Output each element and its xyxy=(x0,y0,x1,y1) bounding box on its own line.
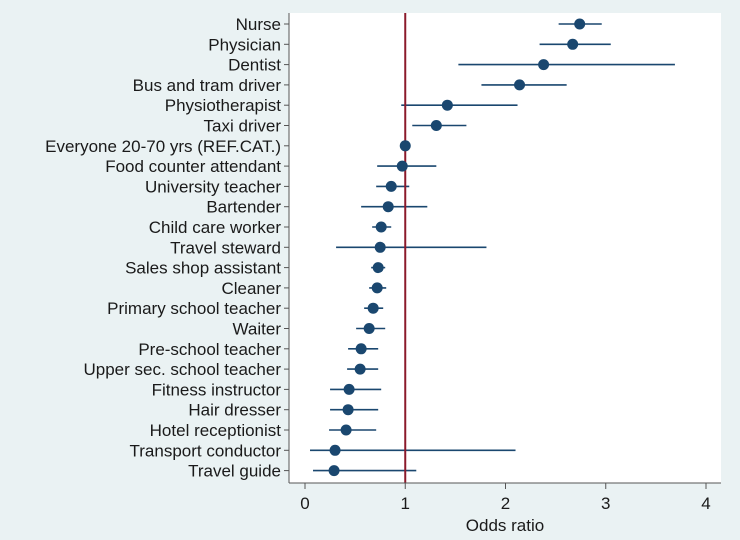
category-label: Primary school teacher xyxy=(107,299,281,318)
category-label: Pre-school teacher xyxy=(138,340,281,359)
point-estimate xyxy=(354,363,366,375)
point-estimate xyxy=(371,282,383,294)
point-estimate xyxy=(396,160,408,172)
category-label: Bus and tram driver xyxy=(133,76,282,95)
point-estimate xyxy=(382,201,394,213)
point-estimate xyxy=(385,180,397,192)
category-label: Bartender xyxy=(206,198,281,217)
x-tick-label: 4 xyxy=(701,494,710,513)
point-estimates xyxy=(328,18,586,477)
category-label: Physiotherapist xyxy=(165,96,282,115)
point-estimate xyxy=(574,18,586,30)
point-estimate xyxy=(441,99,453,111)
point-estimate xyxy=(430,120,442,131)
category-label: Taxi driver xyxy=(204,117,282,136)
x-axis-ticks: 0 1 2 3 4 xyxy=(300,483,711,513)
x-axis-title: Odds ratio xyxy=(466,516,544,535)
point-estimate xyxy=(367,302,379,314)
category-label: Transport conductor xyxy=(130,441,282,460)
category-label: University teacher xyxy=(145,177,281,196)
category-label: Physician xyxy=(208,35,281,54)
point-estimate xyxy=(343,383,355,395)
category-label: Hair dresser xyxy=(188,401,281,420)
point-estimate xyxy=(374,241,386,253)
x-tick-label: 1 xyxy=(401,494,410,513)
category-label: Food counter attendant xyxy=(105,157,281,176)
category-label: Travel steward xyxy=(170,238,281,257)
category-label: Waiter xyxy=(233,320,282,339)
point-estimate xyxy=(363,323,375,334)
x-tick-label: 3 xyxy=(601,494,610,513)
x-tick-label: 2 xyxy=(501,494,510,513)
category-label: Nurse xyxy=(236,15,281,34)
category-label: Everyone 20-70 yrs (REF.CAT.) xyxy=(45,137,281,156)
point-estimate xyxy=(328,465,340,477)
category-label: Fitness instructor xyxy=(152,380,282,399)
category-label: Travel guide xyxy=(188,462,281,481)
category-label: Dentist xyxy=(228,56,281,75)
point-estimate xyxy=(340,424,352,436)
category-label: Hotel receptionist xyxy=(150,421,282,440)
point-estimate xyxy=(329,444,341,456)
point-estimate xyxy=(514,79,526,91)
point-estimate xyxy=(567,38,579,50)
point-estimate xyxy=(355,343,367,355)
point-estimate xyxy=(399,140,411,152)
point-estimate xyxy=(372,262,384,274)
category-label: Cleaner xyxy=(221,279,281,298)
point-estimate xyxy=(342,404,354,416)
point-estimate xyxy=(538,59,550,71)
point-estimate xyxy=(375,221,387,233)
category-label: Upper sec. school teacher xyxy=(84,360,282,379)
category-label: Child care worker xyxy=(149,218,282,237)
x-tick-label: 0 xyxy=(300,494,309,513)
category-label: Sales shop assistant xyxy=(125,259,281,278)
